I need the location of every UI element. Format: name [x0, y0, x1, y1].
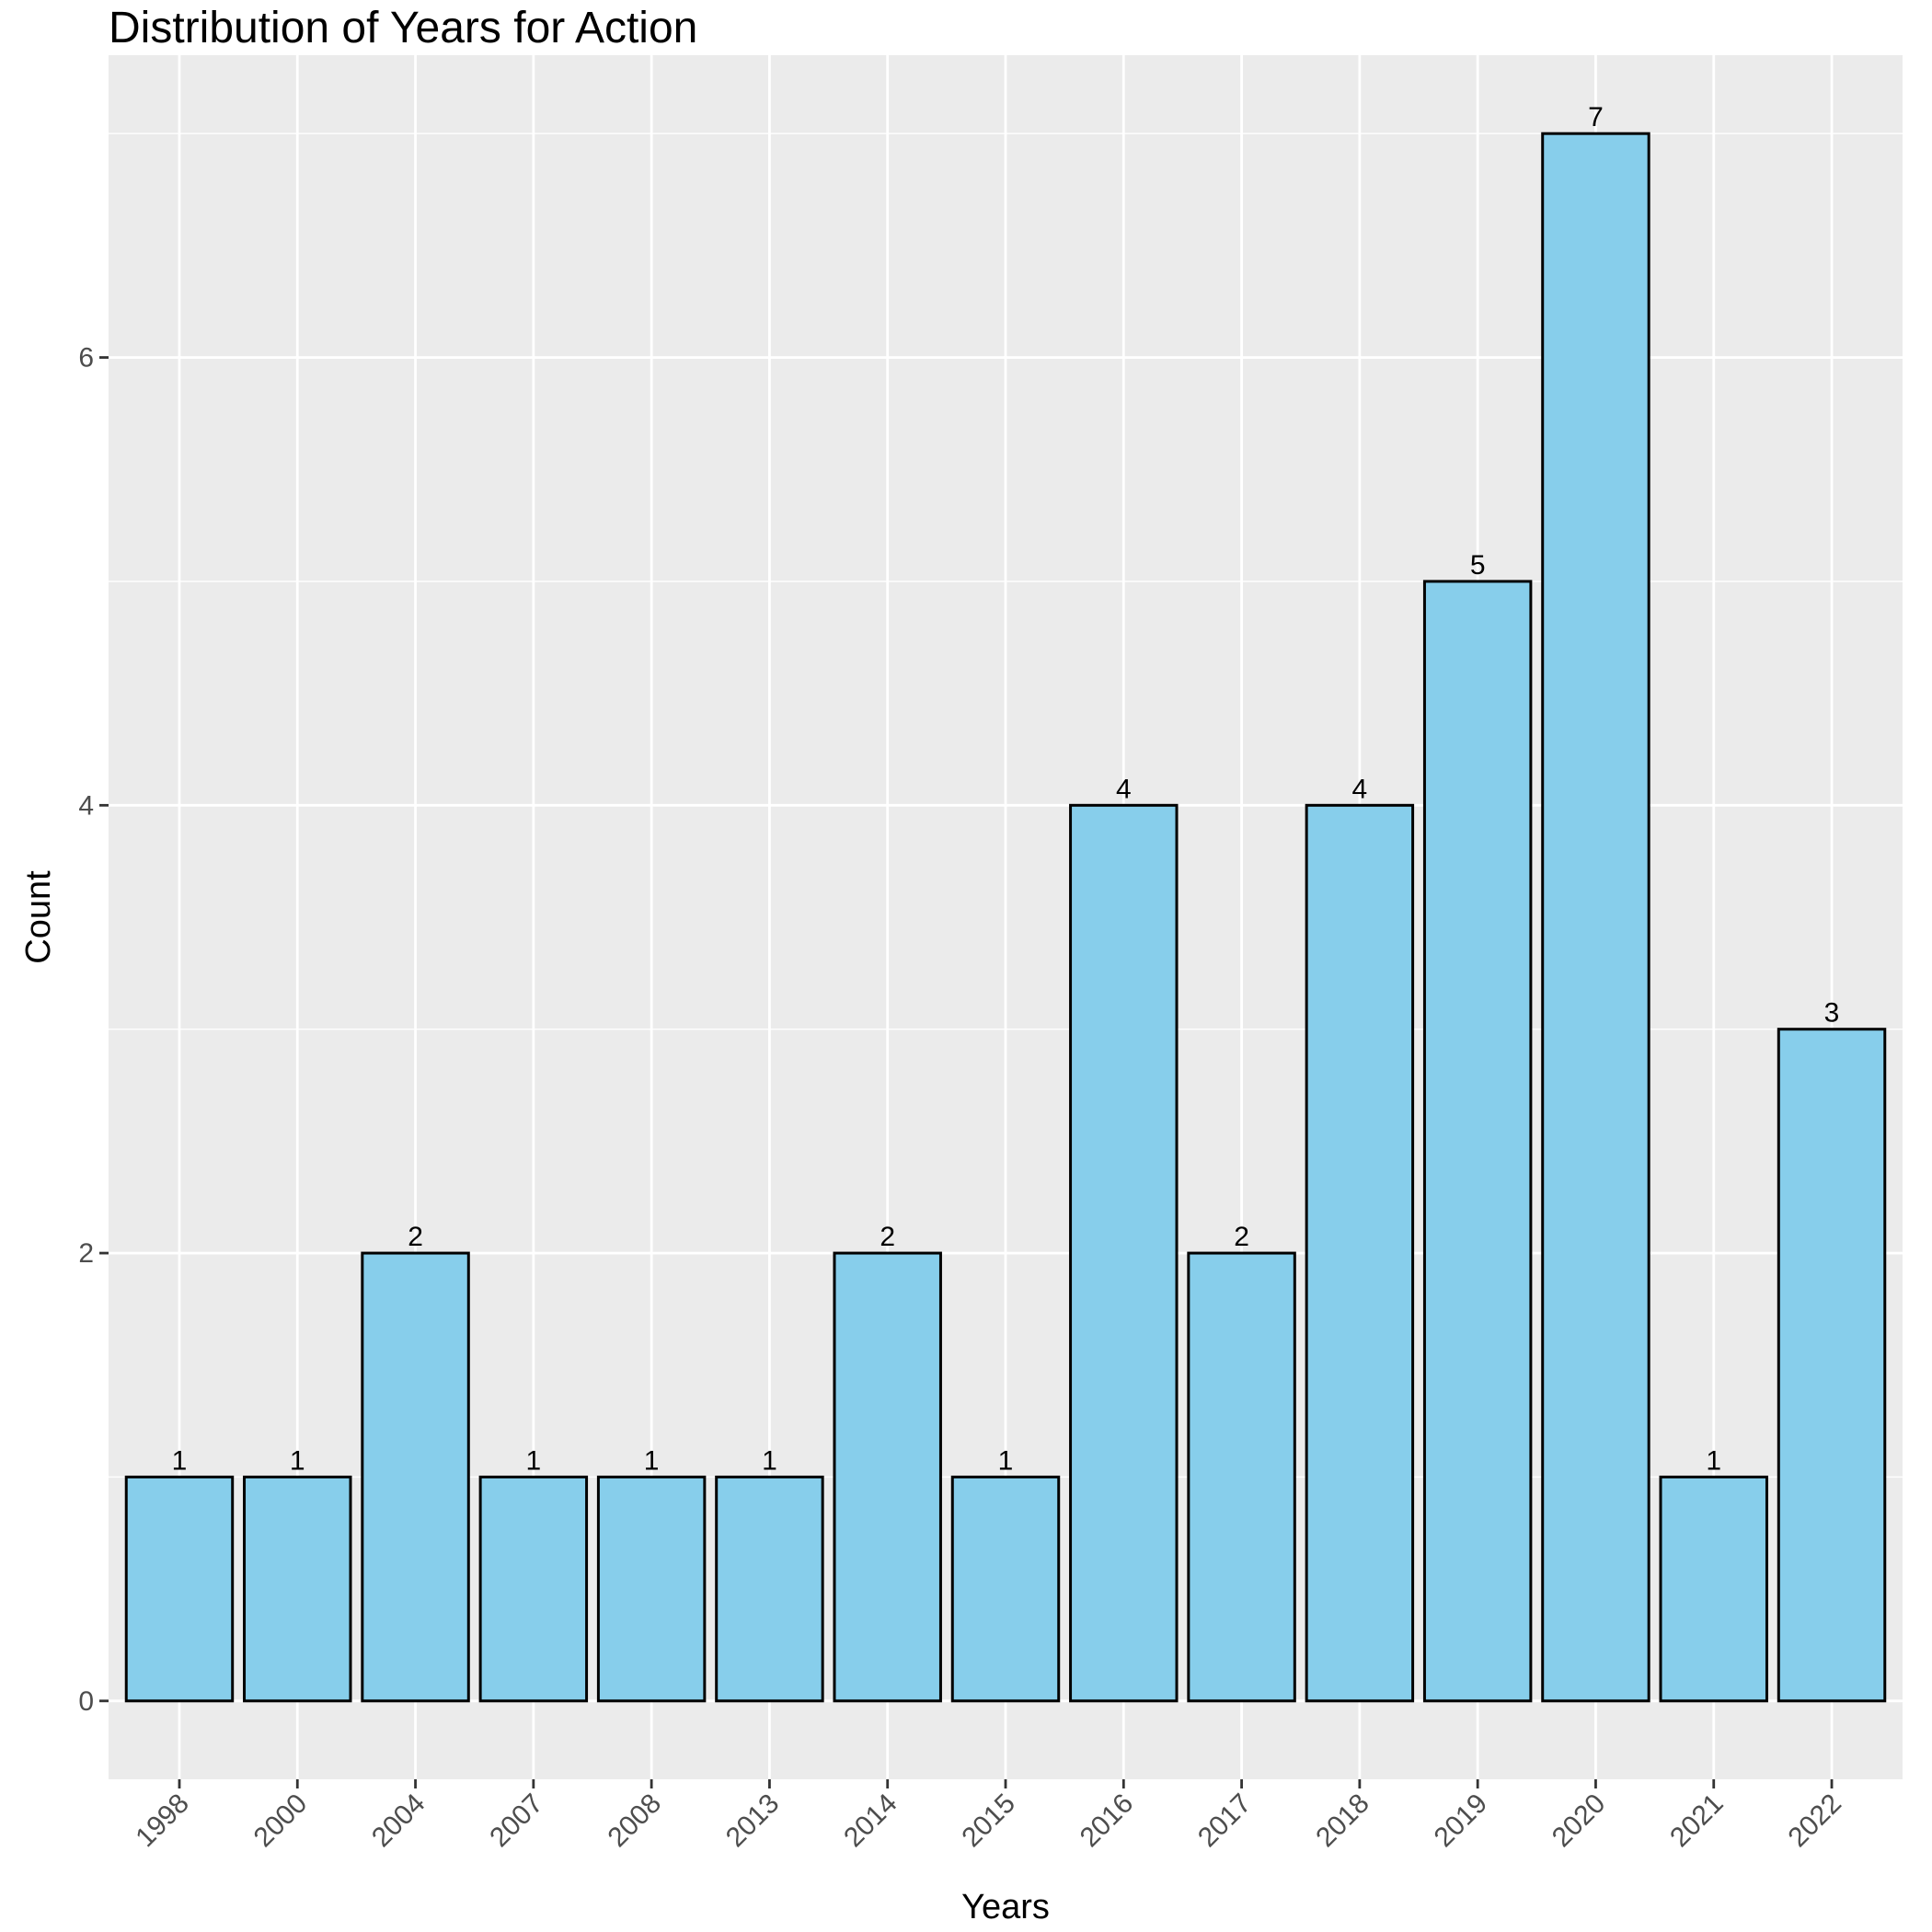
bar-2004	[361, 1251, 470, 1703]
x-tick-label: 2013	[720, 1788, 786, 1854]
bar-2017	[1187, 1251, 1296, 1703]
bar-2015	[950, 1475, 1061, 1703]
x-tick-label: 2007	[484, 1788, 549, 1854]
bar-2019	[1422, 580, 1533, 1703]
bar-value-label: 4	[1116, 774, 1132, 804]
bar-value-label: 2	[880, 1222, 895, 1252]
bar-value-label: 2	[1234, 1222, 1249, 1252]
chart-title: Distribution of Years for Action	[109, 4, 697, 52]
bar-2007	[478, 1475, 589, 1703]
bar-value-label: 1	[525, 1445, 541, 1476]
bar-2018	[1305, 803, 1415, 1703]
bar-value-label: 5	[1470, 550, 1486, 581]
x-axis-title: Years	[961, 1888, 1050, 1926]
y-axis: 0 2 4 6	[78, 343, 109, 1717]
bar-2016	[1069, 803, 1179, 1703]
x-axis: 1998 2000 2004 2007 2008 2013 2014 2015 2016 2017…	[130, 1779, 1847, 1853]
bar-value-label: 7	[1588, 102, 1604, 132]
x-tick-label: 2018	[1310, 1788, 1375, 1854]
y-axis-title: Count	[19, 870, 58, 964]
x-tick-label: 1998	[130, 1788, 195, 1854]
x-tick-label: 2015	[956, 1788, 1021, 1854]
bar-2000	[243, 1475, 352, 1703]
y-tick-label: 6	[78, 343, 94, 374]
bar-2020	[1541, 132, 1650, 1703]
bar-2021	[1659, 1475, 1768, 1703]
x-tick-label: 2017	[1192, 1788, 1258, 1854]
x-tick-label: 2016	[1075, 1788, 1140, 1854]
x-tick-label: 2008	[603, 1788, 668, 1854]
y-tick-label: 0	[78, 1686, 94, 1717]
x-tick-label: 2000	[248, 1788, 314, 1854]
x-tick-label: 2020	[1547, 1788, 1612, 1854]
y-tick-label: 4	[78, 790, 94, 821]
bar-2008	[596, 1475, 707, 1703]
x-tick-label: 2021	[1664, 1788, 1730, 1854]
y-tick-label: 2	[78, 1238, 94, 1269]
bar-2013	[715, 1475, 824, 1703]
bar-1998	[124, 1475, 235, 1703]
bar-2022	[1777, 1028, 1887, 1703]
data-labels: 1 1 2 1 1 1 2 1 4 2 4 5 7 1 3	[172, 102, 1840, 1476]
bar-value-label: 4	[1352, 774, 1368, 804]
bar-value-label: 1	[1706, 1445, 1721, 1476]
x-tick-label: 2014	[838, 1788, 903, 1854]
x-tick-label: 2022	[1782, 1788, 1847, 1854]
bar-value-label: 2	[408, 1222, 423, 1252]
bar-2014	[833, 1251, 942, 1703]
bars	[124, 132, 1887, 1703]
bar-value-label: 3	[1824, 998, 1840, 1029]
bar-value-label: 1	[644, 1445, 660, 1476]
bar-value-label: 1	[998, 1445, 1014, 1476]
bar-value-label: 1	[172, 1445, 188, 1476]
bar-value-label: 1	[290, 1445, 305, 1476]
x-tick-label: 2019	[1429, 1788, 1494, 1854]
x-tick-label: 2004	[366, 1788, 431, 1854]
bar-value-label: 1	[762, 1445, 777, 1476]
